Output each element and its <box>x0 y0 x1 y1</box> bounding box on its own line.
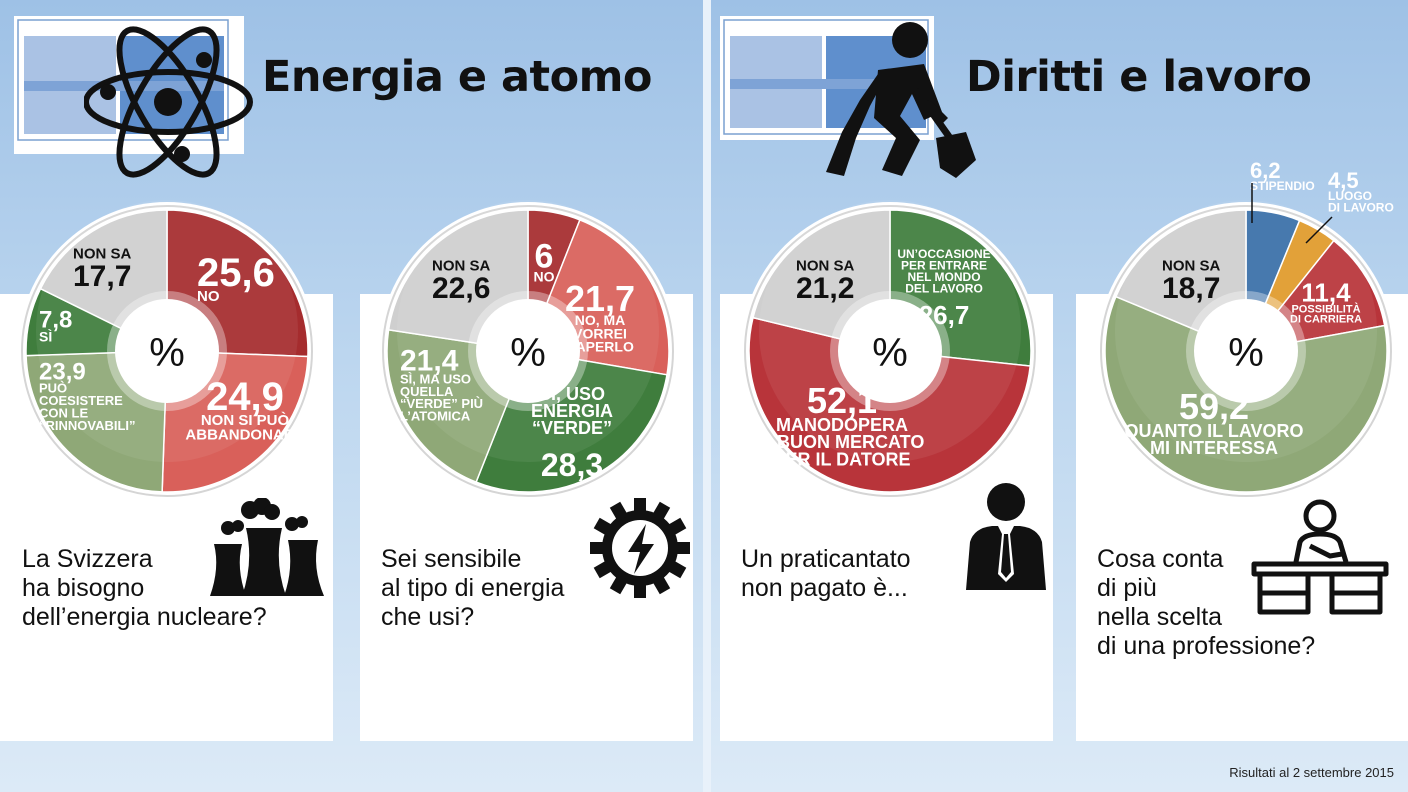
slice-value: 52,1 <box>807 380 877 421</box>
slice-label: POSSIBILITÀ <box>1291 302 1360 315</box>
slice-value: 6 <box>535 238 554 276</box>
slice-label: NON SA <box>73 246 132 263</box>
question-line: che usi? <box>381 603 475 631</box>
cooling-towers-icon <box>210 498 324 596</box>
pie-hole <box>115 299 219 403</box>
slice-label: NON SA <box>1162 258 1221 275</box>
section-title-energy: Energia e atomo <box>262 52 652 102</box>
pie-rim-line <box>744 205 1036 497</box>
slice-label: “VERDE” <box>532 418 612 438</box>
slice-label: NON SA <box>432 258 491 275</box>
slice-value: 26,7 <box>919 300 970 330</box>
slice-value: 21,7 <box>565 278 635 319</box>
slice-label: NEL MONDO <box>907 270 980 284</box>
slice-label: NO <box>197 288 220 305</box>
question-line: non pagato è... <box>741 574 908 602</box>
question-energy-type: Sei sensibile al tipo di energia che usi… <box>381 545 681 632</box>
slice-value: 4,5 <box>1328 168 1359 193</box>
panel-separator <box>703 0 711 792</box>
question-line: ha bisogno <box>22 574 145 602</box>
slice-value: 25,6 <box>197 251 275 295</box>
slice-label: SAPERLO <box>566 339 634 355</box>
question-nuclear: La Svizzera ha bisogno dell’energia nucl… <box>22 545 322 632</box>
slice-label: “VERDE” PIÙ <box>400 396 483 411</box>
slice-label: L’ATOMICA <box>400 408 471 423</box>
question-line: Sei sensibile <box>381 545 522 573</box>
slice-label: LUOGO <box>1328 189 1372 203</box>
slice-value: 24,9 <box>206 375 284 419</box>
question-line: nella scelta <box>1097 603 1223 631</box>
leader-line <box>1305 216 1333 244</box>
slice-label: ENERGIA <box>531 401 613 421</box>
question-profession: Cosa conta di più nella scelta di una pr… <box>1097 545 1397 661</box>
percent-symbol: % <box>872 331 908 375</box>
slice-label: MANODOPERA <box>776 415 908 435</box>
slice-value: 21,2 <box>796 272 854 305</box>
percent-symbol: % <box>510 331 546 375</box>
pie-hole <box>838 299 942 403</box>
section-title-work: Diritti e lavoro <box>966 52 1312 102</box>
slice-value: 17,7 <box>73 260 131 293</box>
slice-value: 59,2 <box>1179 386 1249 427</box>
percent-symbol: % <box>149 331 185 375</box>
slice-label: NO, MA <box>575 312 626 328</box>
slice-value: 21,4 <box>400 344 459 377</box>
slice-value: 6,2 <box>1250 158 1281 183</box>
pie-rim-line <box>382 205 674 497</box>
pie-hole <box>476 299 580 403</box>
slice-label: QUELLA <box>400 384 454 399</box>
slice-label: COESISTERE <box>39 393 123 408</box>
slice-label: SÌ, MA USO <box>400 371 471 386</box>
question-line: Un praticantato <box>741 545 911 573</box>
worker-shovel-icon <box>826 22 976 178</box>
slice-value: 22,6 <box>432 272 490 305</box>
pie-slice <box>748 316 1032 493</box>
question-line: di una professione? <box>1097 632 1316 660</box>
slice-value: 23,9 <box>39 359 86 386</box>
slice-label: DI LAVORO <box>1328 201 1394 215</box>
slice-label: CON LE <box>39 405 88 420</box>
slice-label: SÌ <box>39 329 52 345</box>
question-line: La Svizzera <box>22 545 153 573</box>
slice-label: PER ENTRARE <box>901 259 987 273</box>
slice-value: 28,3 <box>541 447 603 483</box>
slice-label: MI INTERESSA <box>1150 438 1278 458</box>
slice-value: 7,8 <box>39 307 72 334</box>
slice-label: QUANTO IL LAVORO <box>1124 421 1303 441</box>
question-line: di più <box>1097 574 1157 602</box>
slice-label: PUÒ <box>39 381 67 396</box>
footer-date: Risultati al 2 settembre 2015 <box>1229 765 1394 780</box>
slice-label: DEL LAVORO <box>905 281 983 295</box>
slice-label: VORREI <box>573 325 627 341</box>
slice-label: PER IL DATORE <box>773 449 910 469</box>
slice-label: SÌ, USO <box>539 383 605 404</box>
question-line: Cosa conta <box>1097 545 1224 573</box>
question-line: dell’energia nucleare? <box>22 603 267 631</box>
question-line: al tipo di energia <box>381 574 565 602</box>
slice-label: DI CARRIERA <box>1290 314 1362 326</box>
slice-value: 18,7 <box>1162 272 1220 305</box>
question-internship: Un praticantato non pagato è... <box>741 545 1041 603</box>
pie-rim-line <box>21 205 313 497</box>
lightning-gear-icon <box>590 498 690 598</box>
slice-label: NON SI PUÒ <box>201 411 290 429</box>
percent-symbol: % <box>1228 331 1264 375</box>
person-at-desk-icon <box>1251 499 1389 615</box>
slice-label: “RINNOVABILI” <box>39 418 136 433</box>
atom-icon <box>84 26 253 178</box>
pie-hole <box>1194 299 1298 403</box>
slice-label: STIPENDIO <box>1250 179 1315 193</box>
slice-label: ABBANDONARE <box>185 426 304 443</box>
businessman-icon <box>966 483 1046 590</box>
slice-label: UN’OCCASIONE <box>897 247 990 261</box>
slice-value: 11,4 <box>1301 277 1351 307</box>
slice-label: NO <box>534 269 555 285</box>
slice-label: NON SA <box>796 258 855 275</box>
slice-label: A BUON MERCATO <box>760 432 925 452</box>
pie-rim-line <box>1100 205 1392 497</box>
